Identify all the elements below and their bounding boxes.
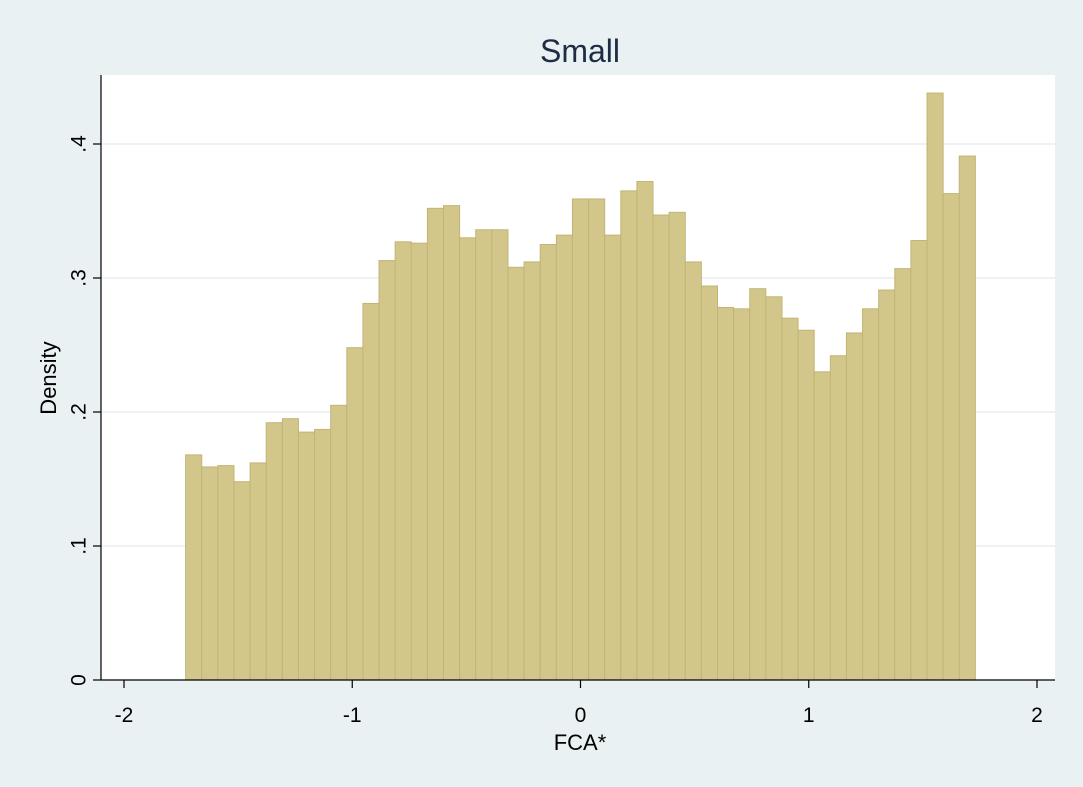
histogram-bar: [684, 261, 702, 681]
histogram-bar: [330, 404, 348, 681]
x-tick-label: 0: [575, 704, 587, 727]
histogram-bar: [185, 454, 203, 681]
y-tick-label: .3: [68, 269, 91, 287]
histogram-bar: [523, 261, 541, 681]
histogram-bar: [426, 207, 445, 681]
histogram-bar: [297, 431, 316, 681]
histogram-bar: [862, 308, 880, 681]
y-tick-label: 0: [68, 674, 91, 686]
histogram-bar: [926, 92, 944, 681]
histogram-bar: [410, 242, 428, 681]
y-tick-label: .2: [68, 403, 91, 421]
histogram-bar: [733, 308, 751, 681]
histogram-bar: [652, 214, 670, 681]
histogram-bar: [201, 466, 219, 681]
histogram-bar: [475, 229, 493, 681]
histogram-bar: [894, 268, 912, 681]
histogram-bar: [942, 193, 960, 681]
y-tick-label: .1: [68, 537, 91, 555]
histogram-bar: [829, 355, 847, 681]
histogram-bar: [539, 244, 557, 681]
histogram-bar: [813, 371, 831, 681]
y-axis-ticks: 0 .1 .2 .3 .4: [68, 135, 101, 686]
histogram-bar: [233, 481, 251, 681]
histogram-bar: [378, 260, 396, 681]
y-tick-label: .4: [68, 135, 91, 153]
chart-title: Small: [540, 33, 620, 69]
histogram-bar: [507, 266, 525, 681]
histogram-bar: [700, 285, 718, 681]
histogram-bar: [604, 234, 622, 681]
histogram-bar: [265, 422, 283, 681]
histogram-bar: [571, 198, 590, 681]
histogram-bar: [636, 181, 654, 681]
histogram-bar: [781, 317, 799, 681]
histogram-bar: [217, 465, 235, 681]
x-tick-label: -2: [115, 704, 134, 727]
x-axis-ticks: -2 -1 0 1 2: [115, 680, 1043, 727]
x-tick-label: 1: [803, 704, 815, 727]
y-axis-label: Density: [36, 341, 61, 414]
histogram-bar: [314, 428, 332, 681]
x-axis-label: FCA*: [554, 730, 607, 755]
histogram-bar: [716, 306, 735, 681]
histogram-bar: [459, 237, 477, 681]
histogram-bar: [491, 229, 509, 681]
bars: [185, 92, 976, 681]
histogram-bar: [765, 296, 783, 681]
histogram-bar: [958, 155, 976, 681]
histogram-bar: [443, 205, 461, 681]
histogram-bar: [281, 418, 299, 681]
histogram-bar: [362, 302, 380, 681]
x-tick-label: -1: [343, 704, 362, 727]
histogram-bar: [346, 347, 364, 681]
histogram-bar: [797, 329, 815, 681]
histogram-bar: [878, 289, 896, 681]
histogram-bar: [910, 239, 928, 681]
histogram-bar: [588, 198, 606, 681]
histogram-bar: [555, 234, 573, 681]
histogram-bar: [668, 211, 686, 681]
x-tick-label: 2: [1031, 704, 1043, 727]
histogram-bar: [749, 288, 767, 681]
histogram-bar: [620, 190, 638, 681]
histogram-bar: [249, 462, 267, 681]
histogram-bar: [845, 332, 864, 681]
histogram-bar: [394, 241, 412, 681]
